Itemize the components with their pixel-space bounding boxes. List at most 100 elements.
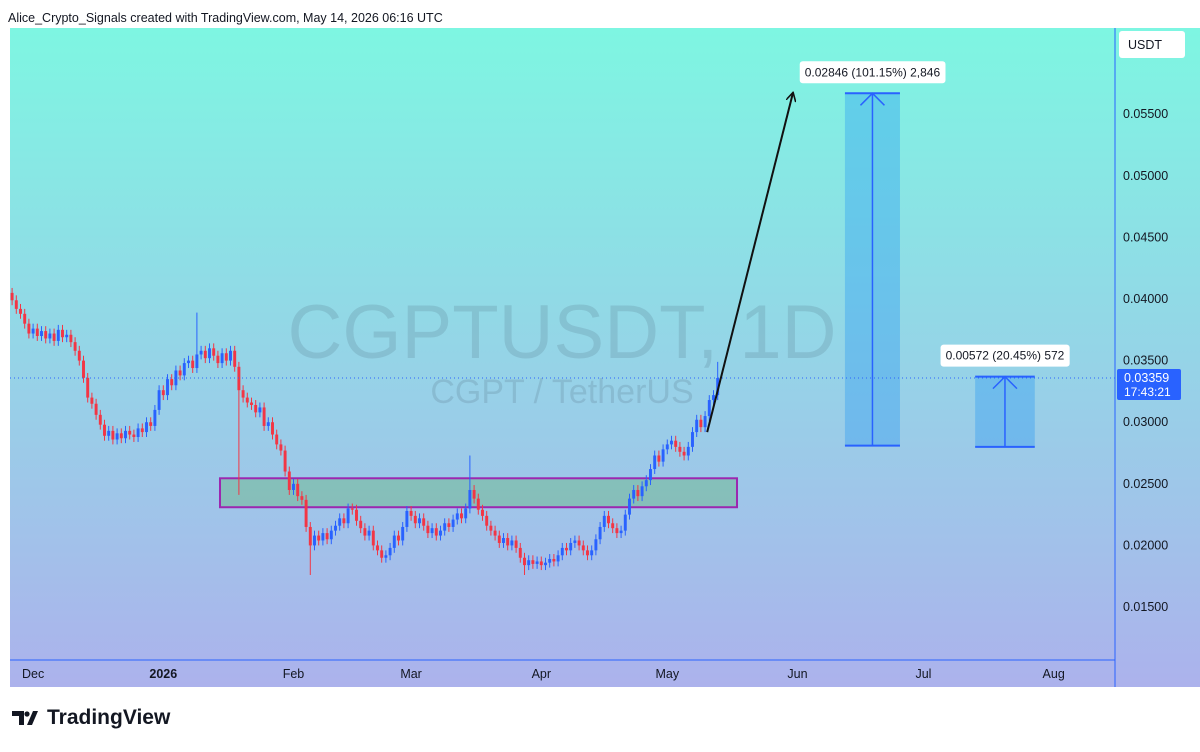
candle-body: [674, 440, 678, 447]
candle-body: [464, 508, 468, 519]
plot-area: 0.02846 (101.15%) 2,846 0.00572 (20.45%) …: [10, 61, 1115, 575]
candle-body: [187, 360, 190, 364]
candle-body: [565, 547, 568, 551]
candle-body: [300, 496, 304, 500]
candle-body: [644, 480, 648, 487]
candle-body: [657, 455, 661, 462]
candle-body: [346, 508, 350, 524]
candle-body: [560, 547, 564, 556]
candle-body: [468, 489, 472, 509]
candle-body: [586, 550, 589, 556]
candle-body: [712, 395, 715, 401]
candle-body: [481, 509, 484, 516]
candle-body: [233, 350, 237, 367]
candle-body: [531, 560, 535, 564]
candle-body: [426, 525, 430, 534]
candle-body: [376, 545, 379, 551]
candle-body: [157, 390, 161, 410]
candle-body: [510, 540, 514, 546]
measure-arrowhead: [859, 92, 885, 106]
candle-body: [548, 558, 552, 563]
measure-label-box: [799, 61, 946, 84]
projection-arrow: [706, 93, 793, 433]
candle-body: [140, 428, 144, 433]
candle-body: [338, 518, 342, 526]
candle-body: [607, 515, 610, 524]
candle-body: [220, 353, 224, 364]
candle-body: [518, 547, 522, 558]
measure-label: 0.02846 (101.15%) 2,846: [805, 65, 941, 79]
header: Alice_Crypto_Signals created with Tradin…: [8, 11, 443, 25]
candle-body: [27, 323, 31, 334]
candle-body: [124, 430, 127, 439]
candle-body: [434, 528, 438, 536]
candle-body: [69, 334, 73, 343]
candle-body: [325, 533, 329, 540]
candle-body: [363, 528, 367, 536]
candle-body: [145, 422, 148, 433]
y-tick-label: 0.04500: [1123, 230, 1168, 244]
candle-body: [649, 469, 652, 481]
candle-body: [174, 370, 178, 386]
candle-body: [523, 557, 526, 566]
candle-body: [199, 350, 203, 355]
candle-body: [539, 561, 543, 566]
y-tick-label: 0.02500: [1123, 477, 1168, 491]
x-tick-label: Mar: [400, 667, 422, 681]
candle-body: [52, 333, 56, 341]
candle-body: [350, 508, 354, 510]
candle-body: [602, 515, 606, 527]
candle-body: [544, 562, 547, 566]
y-tick-label: 0.05000: [1123, 169, 1168, 183]
candle-body: [342, 518, 346, 524]
candle-body: [594, 539, 598, 551]
candle-body: [640, 486, 644, 497]
x-tick-label: 2026: [149, 667, 177, 681]
watermark-title: CGPTUSDT, 1D: [288, 290, 837, 375]
candle-body: [258, 407, 262, 413]
candle-body: [317, 535, 321, 541]
candle-body: [153, 409, 157, 426]
candle-body: [422, 518, 426, 526]
footer-brand: TradingView: [47, 706, 171, 729]
candle-body: [573, 540, 577, 543]
candle-body: [476, 498, 480, 510]
candle-body: [632, 489, 636, 499]
candle-body: [628, 498, 631, 515]
candle-body: [577, 540, 581, 546]
candle-body: [94, 403, 98, 415]
candle-body: [283, 450, 287, 472]
candle-body: [19, 308, 22, 314]
candle-body: [308, 526, 312, 546]
candle-body: [195, 354, 199, 369]
candle-body: [380, 550, 384, 558]
measure-label-box: [940, 344, 1070, 367]
candle-body: [447, 523, 451, 527]
candle-body: [65, 334, 69, 338]
candle-body: [619, 530, 623, 534]
candle-body: [707, 400, 711, 417]
candle-body: [682, 451, 686, 456]
x-tick-label: May: [655, 667, 679, 681]
candle-body: [623, 514, 627, 531]
y-tick-label: 0.02000: [1123, 538, 1168, 552]
candle-body: [77, 350, 81, 361]
x-tick-label: Apr: [532, 667, 551, 681]
footer-logo: [12, 711, 38, 725]
candle-body: [355, 509, 358, 521]
candle-body: [178, 370, 182, 376]
candle-body: [535, 561, 539, 564]
candle-body: [439, 530, 442, 536]
candle-body: [670, 440, 673, 445]
candle-body: [182, 363, 186, 376]
candle-body: [455, 513, 459, 520]
candle-body: [208, 348, 211, 359]
candle-body: [250, 402, 253, 405]
candle-body: [161, 390, 165, 396]
measure-arrowhead: [992, 375, 1018, 390]
y-tick-label: 0.01500: [1123, 600, 1168, 614]
candle-body: [321, 533, 325, 541]
candle-body: [661, 449, 665, 462]
candle-body: [388, 547, 392, 556]
candle-body: [111, 430, 115, 440]
